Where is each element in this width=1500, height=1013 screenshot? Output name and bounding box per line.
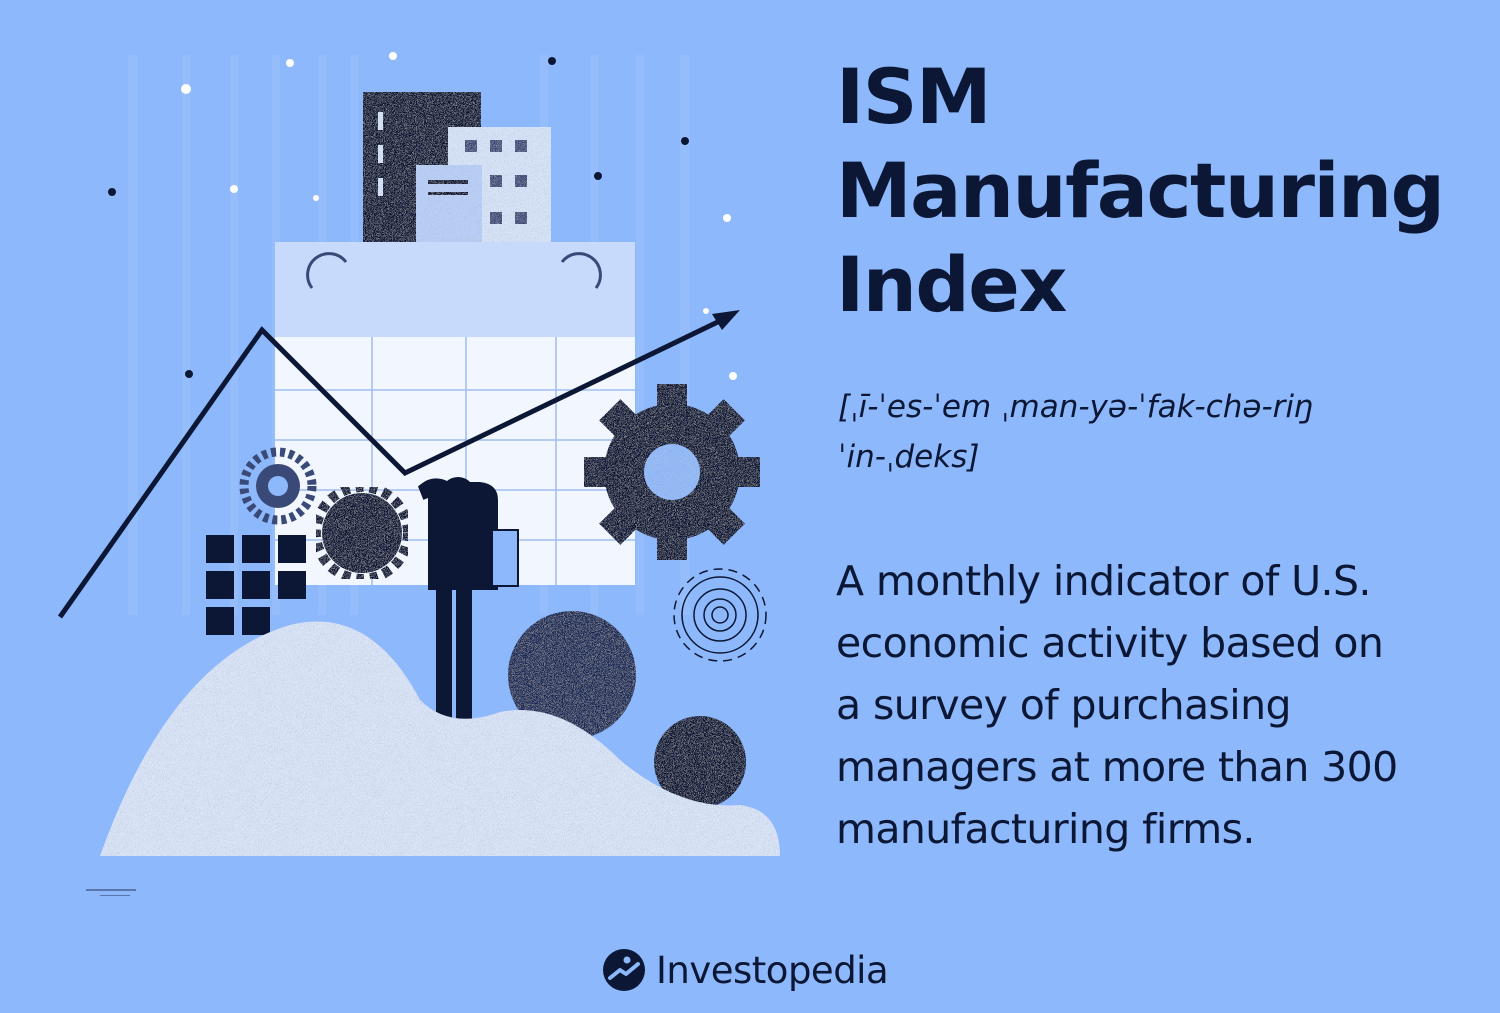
definition-text: A monthly indicator of U.S. economic act… [836,550,1398,860]
buildings [363,92,551,245]
definition-line-4: managers at more than 300 [836,743,1398,791]
definition-line-3: a survey of purchasing [836,681,1291,729]
page-title: ISM Manufacturing Index [836,50,1445,332]
large-gear-icon [584,384,760,560]
economy-illustration [57,52,780,896]
title-line-3: Index [836,240,1067,329]
brand-name: Investopedia [656,948,889,992]
ground-dust [86,889,136,896]
definition-line-2: economic activity based on [836,619,1384,667]
outline-gear-icon [673,568,767,662]
dark-gear-icon [311,482,413,584]
small-gear-icon [239,447,317,525]
block-grid [206,535,306,635]
person-figure [417,477,519,727]
definition-line-5: manufacturing firms. [836,805,1255,853]
definition-line-1: A monthly indicator of U.S. [836,557,1371,605]
title-line-1: ISM [836,52,992,141]
spheres [508,611,746,808]
pronunciation-line-1: [ˌī-ˈes-ˈem ˌman-yə-ˈfak-chə-riŋ [838,389,1314,425]
hills [100,621,780,856]
pronunciation: [ˌī-ˈes-ˈem ˌman-yə-ˈfak-chə-riŋ ˈin-ˌde… [838,382,1438,482]
title-line-2: Manufacturing [836,146,1445,235]
investopedia-logo-icon [603,949,645,991]
brand-logo[interactable]: Investopedia [602,940,889,1000]
pronunciation-line-2: ˈin-ˌdeks] [838,439,980,475]
trend-arrow [57,310,740,619]
star-dots [108,52,737,380]
